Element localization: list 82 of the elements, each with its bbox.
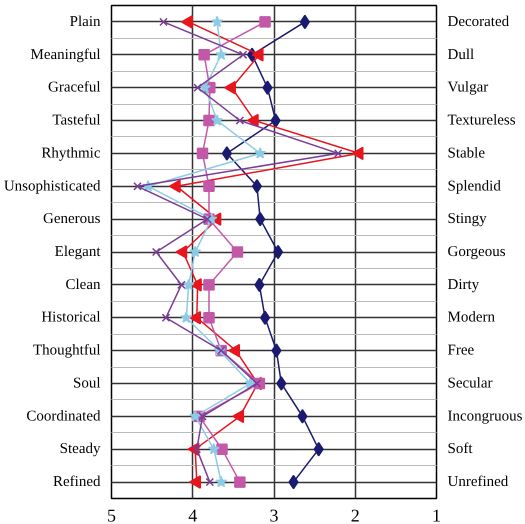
point (255, 212, 266, 226)
y2-tick-label: Vulgar (448, 80, 488, 96)
point (334, 149, 342, 158)
point (352, 146, 364, 160)
point (232, 246, 244, 258)
point (238, 50, 248, 60)
y-tick-label: Graceful (48, 80, 101, 96)
point (189, 246, 202, 258)
point (222, 146, 232, 161)
point (215, 476, 228, 488)
y2-tick-label: Incongruous (448, 408, 523, 424)
point (211, 16, 224, 28)
x-tick-label: 1 (432, 506, 441, 524)
point (276, 376, 286, 391)
point (203, 180, 215, 192)
y-tick-label: Clean (66, 276, 101, 293)
y-tick-label: Plain (70, 14, 101, 30)
point (211, 114, 224, 126)
point (206, 478, 214, 486)
y-tick-label: Soul (72, 375, 101, 392)
y-tick-label: Historical (41, 310, 101, 326)
point (182, 278, 195, 290)
point (180, 311, 192, 323)
point (270, 113, 281, 128)
y2-tick-label: Dirty (448, 276, 480, 293)
y2-tick-label: Stingy (448, 211, 488, 228)
point (262, 80, 273, 95)
point (252, 379, 262, 388)
y-tick-label: Coordinated (26, 408, 101, 424)
point (271, 343, 282, 358)
point (254, 147, 266, 159)
point (215, 48, 228, 60)
y2-tick-label: Stable (448, 145, 486, 162)
point (203, 312, 215, 324)
point (288, 474, 299, 490)
point (133, 182, 142, 191)
point (234, 476, 246, 488)
y2-tick-label: Gorgeous (448, 244, 506, 260)
y2-tick-label: Modern (448, 310, 496, 326)
y-tick-label: Elegant (54, 244, 102, 260)
point (198, 412, 207, 421)
point (203, 279, 215, 291)
y2-tick-label: Free (448, 342, 474, 359)
point (196, 148, 208, 160)
point (252, 179, 262, 194)
y2-tick-label: Splendid (448, 178, 502, 194)
y-tick-label: Unsophisticated (4, 178, 101, 194)
y2-tick-label: Soft (448, 441, 474, 458)
y-tick-label: Thoughtful (33, 342, 101, 359)
point (216, 443, 228, 455)
point (159, 18, 168, 26)
y2-tick-label: Secular (448, 375, 492, 392)
y2-tick-label: Decorated (448, 14, 510, 30)
y-tick-label: Refined (53, 474, 101, 490)
y-tick-label: Tasteful (52, 112, 101, 129)
point (177, 280, 186, 290)
point (208, 442, 220, 454)
y-tick-label: Meaningful (30, 46, 100, 63)
y2-tick-label: Unrefined (448, 474, 509, 490)
point (198, 49, 210, 61)
point (300, 14, 310, 30)
y-tick-label: Rhythmic (41, 145, 101, 162)
y-tick-label: Generous (43, 211, 101, 228)
point (260, 310, 270, 325)
y2-tick-label: Textureless (448, 112, 516, 129)
point (236, 116, 244, 125)
y2-tick-label: Dull (448, 46, 474, 63)
point (297, 409, 308, 424)
x-tick-label: 3 (270, 506, 278, 524)
point (203, 214, 212, 224)
point (314, 442, 324, 456)
point (254, 278, 264, 292)
point (189, 410, 202, 422)
x-tick-label: 5 (107, 506, 116, 524)
y-tick-label: Steady (60, 441, 101, 458)
point (272, 244, 284, 260)
x-tick-label: 2 (350, 506, 360, 524)
point (193, 83, 202, 92)
x-tick-label: 4 (188, 506, 198, 524)
point (259, 16, 271, 28)
point (152, 248, 160, 256)
point (162, 313, 170, 322)
